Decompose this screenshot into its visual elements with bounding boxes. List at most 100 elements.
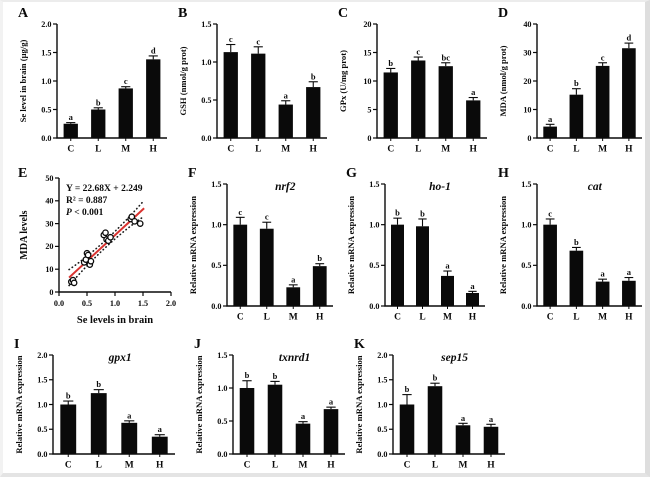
sig-letter: a bbox=[627, 267, 632, 277]
bar-C bbox=[543, 126, 557, 138]
sig-letter: c bbox=[238, 207, 242, 217]
panel-letter: B bbox=[178, 6, 187, 21]
x-tick-label: 0.0 bbox=[54, 299, 64, 308]
x-tick-label: L bbox=[272, 461, 278, 471]
y-tick-label: 1.0 bbox=[377, 400, 387, 409]
sig-letter: a bbox=[548, 114, 553, 124]
sig-letter: c bbox=[229, 34, 233, 44]
x-tick-label: L bbox=[255, 145, 261, 155]
panel-letter: H bbox=[498, 166, 509, 181]
x-tick-label: M bbox=[441, 145, 450, 155]
data-point bbox=[70, 279, 78, 287]
y-axis-label: Relative mRNA expression bbox=[346, 196, 356, 294]
bar-M bbox=[595, 281, 610, 306]
x-tick-label: C bbox=[394, 313, 401, 323]
y-axis-label: Relative mRNA expression bbox=[194, 355, 204, 453]
y-axis-label: GPx (U/mg prot) bbox=[338, 50, 348, 112]
y-tick-label: 2.0 bbox=[41, 20, 51, 29]
y-axis-label: Relative mRNA expression bbox=[188, 196, 198, 294]
sig-letter: c bbox=[548, 208, 552, 218]
bar-H bbox=[151, 436, 168, 454]
x-tick-label: L bbox=[573, 145, 579, 155]
panel-letter: D bbox=[498, 6, 508, 21]
bar-H bbox=[323, 409, 339, 454]
y-tick-label: 0.5 bbox=[377, 425, 387, 434]
sig-letter: b bbox=[245, 370, 250, 380]
bar-M bbox=[455, 425, 471, 454]
x-tick-label: M bbox=[598, 313, 607, 323]
y-axis-label: Relative mRNA expression bbox=[498, 196, 508, 294]
x-tick-label: M bbox=[299, 461, 308, 471]
y-axis-label: Relative mRNA expression bbox=[354, 355, 364, 453]
x-tick-label: L bbox=[573, 313, 579, 323]
y-tick-label: 0.5 bbox=[369, 261, 379, 270]
sig-letter: c bbox=[265, 212, 269, 222]
sig-letter: a bbox=[291, 274, 296, 284]
x-tick-label: 2.0 bbox=[166, 299, 176, 308]
x-tick-label: M bbox=[289, 313, 298, 323]
y-axis-label: GSH (nmol/g prot) bbox=[178, 46, 188, 115]
sig-letter: a bbox=[329, 397, 334, 407]
y-tick-label: 20 bbox=[363, 20, 371, 29]
sig-letter: c bbox=[601, 52, 605, 62]
y-tick-label: 1.5 bbox=[41, 48, 51, 57]
x-tick-label: H bbox=[150, 145, 158, 155]
bar-H bbox=[312, 266, 327, 306]
y-tick-label: 0.0 bbox=[217, 450, 227, 459]
bar-L bbox=[411, 60, 426, 139]
x-tick-label: H bbox=[470, 145, 478, 155]
y-tick-label: 10 bbox=[45, 265, 53, 274]
chart-svg-G: G 0.0 0.5 1.0 1.5 b Cb La Ma Hho-1 Relative mRNA e… bbox=[346, 166, 485, 323]
y-tick-label: 10 bbox=[363, 77, 371, 86]
x-tick-label: C bbox=[65, 461, 72, 471]
y-tick-label: 15 bbox=[363, 48, 371, 57]
x-tick-label: L bbox=[95, 145, 101, 155]
x-tick-label: C bbox=[67, 145, 74, 155]
y-axis-label: MDA (nmol/g prot) bbox=[498, 45, 508, 116]
panel-letter: F bbox=[188, 166, 197, 181]
bar-C bbox=[223, 52, 238, 139]
y-tick-label: 0.5 bbox=[201, 96, 211, 105]
x-tick-label: L bbox=[96, 461, 102, 471]
sig-letter: a bbox=[284, 90, 289, 100]
chart-svg-A: A 0.0 0.5 1.0 1.5 2.0 a Cb Lc Md H Se level in brai… bbox=[18, 6, 167, 155]
data-point bbox=[87, 257, 95, 265]
bar-M bbox=[118, 88, 133, 138]
sig-letter: a bbox=[470, 281, 475, 291]
chart-svg-B: B 0.0 0.5 1.0 1.5 c Cc La Mb H GSH (nmol/g prot) bbox=[178, 6, 327, 155]
x-tick-label: M bbox=[125, 461, 134, 471]
y-tick-label: 0.0 bbox=[201, 134, 211, 143]
data-point bbox=[107, 233, 114, 241]
sig-letter: c bbox=[124, 76, 128, 86]
sig-letter: b bbox=[273, 371, 278, 381]
bar-C bbox=[399, 404, 415, 454]
x-tick-label: H bbox=[625, 145, 633, 155]
y-axis-label: Se level in brain (µg/g) bbox=[18, 39, 28, 122]
chart-title: cat bbox=[588, 181, 603, 193]
x-tick-label: L bbox=[432, 461, 438, 471]
bar-L bbox=[427, 386, 443, 454]
panel-letter: K bbox=[354, 337, 365, 352]
sig-letter: d bbox=[151, 45, 156, 55]
confidence-band bbox=[68, 199, 145, 271]
bar-C bbox=[543, 224, 557, 306]
panel-E-scatter-chart: E 0 10 20 30 40 50 0.0 0.5 1.0 1.5 2.0 Y = 22.68X + … bbox=[17, 164, 183, 330]
y-tick-label: 50 bbox=[45, 174, 53, 183]
x-tick-label: C bbox=[547, 313, 554, 323]
chart-svg-C: C 0 5 10 15 20 b Cc Lbc Ma H GPx (U/mg prot) bbox=[338, 6, 487, 155]
y-tick-label: 0.0 bbox=[369, 302, 379, 311]
bar-C bbox=[383, 72, 398, 138]
sig-letter: a bbox=[445, 261, 450, 271]
chart-title: gpx1 bbox=[108, 352, 132, 364]
bar-M bbox=[286, 287, 301, 306]
bar-M bbox=[278, 104, 293, 138]
y-tick-label: 1.5 bbox=[201, 20, 211, 29]
y-tick-label: 1.0 bbox=[41, 77, 51, 86]
bar-M bbox=[121, 422, 138, 454]
y-axis-label: MDA levels bbox=[19, 210, 30, 259]
sig-letter: a bbox=[158, 424, 163, 434]
